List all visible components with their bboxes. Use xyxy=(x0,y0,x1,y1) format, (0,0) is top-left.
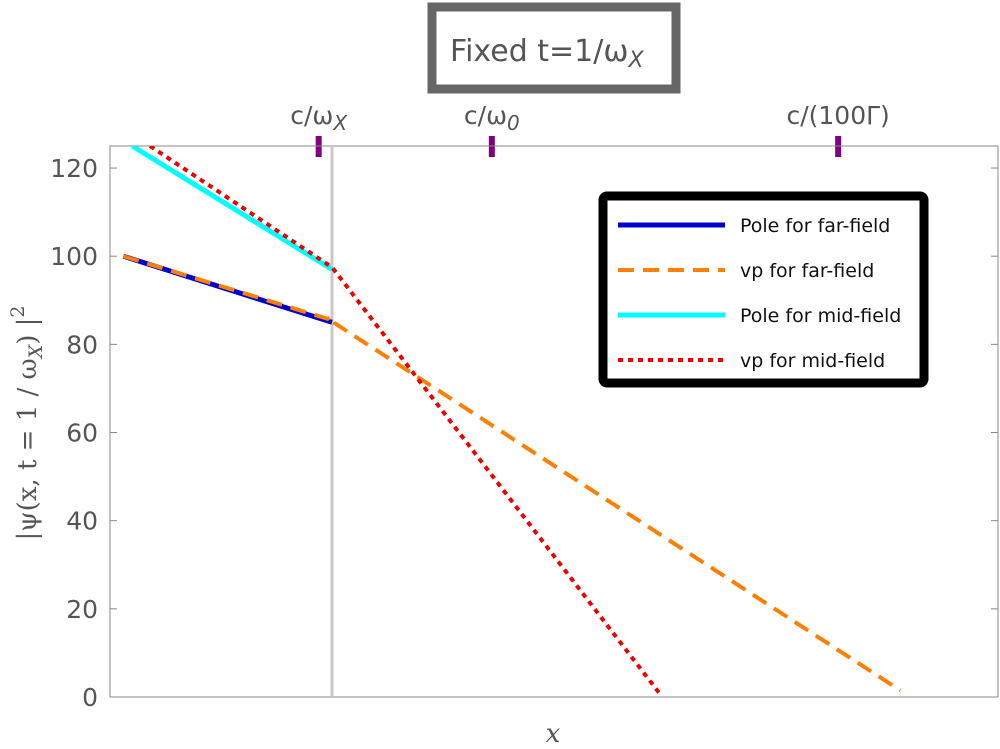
top-marker-label: c/ωX xyxy=(290,101,348,135)
y-tick-label: 20 xyxy=(66,595,98,624)
series-line-3 xyxy=(130,146,334,272)
legend-label-3: Pole for mid-field xyxy=(740,305,901,327)
y-tick-label: 0 xyxy=(82,683,98,712)
y-tick-label: 120 xyxy=(50,154,98,183)
top-marker-label: c/(100Γ) xyxy=(786,101,889,130)
chart-title: Fixed t=1/ωX xyxy=(450,34,645,73)
y-tick-label: 60 xyxy=(66,419,98,448)
y-axis-ticks: 0 20 40 60 80 100 120 xyxy=(50,154,998,712)
legend-label-1: Pole for far-field xyxy=(740,215,890,237)
top-marker-label: c/ω0 xyxy=(464,101,520,135)
y-tick-label: 80 xyxy=(66,330,98,359)
legend-label-2: vp for far-field xyxy=(740,260,874,282)
series-line-4 xyxy=(148,146,663,697)
plot-frame xyxy=(109,145,999,698)
series-line-2 xyxy=(122,254,902,693)
x-axis-label: x xyxy=(546,719,561,749)
y-tick-label: 100 xyxy=(50,242,98,271)
legend-label-4: vp for mid-field xyxy=(740,350,885,372)
y-axis-label: |ψ(x, t = 1 / ωX) |2 xyxy=(7,305,47,540)
legend: Pole for far-field vp for far-field Pole f… xyxy=(598,191,929,388)
top-markers: c/ωX c/ω0 c/(100Γ) xyxy=(290,101,890,157)
title-box: Fixed t=1/ωX xyxy=(427,2,681,94)
series-layer xyxy=(122,146,902,697)
y-tick-label: 40 xyxy=(66,507,98,536)
